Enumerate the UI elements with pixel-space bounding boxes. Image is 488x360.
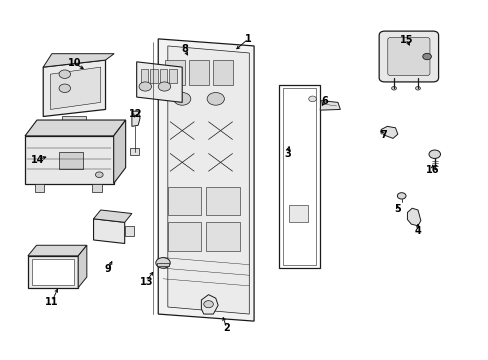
Circle shape — [59, 70, 70, 78]
Polygon shape — [206, 187, 239, 215]
Text: 6: 6 — [321, 96, 328, 106]
Circle shape — [139, 82, 151, 91]
Polygon shape — [407, 208, 420, 226]
Circle shape — [158, 82, 170, 91]
Text: 1: 1 — [244, 34, 251, 44]
Circle shape — [207, 93, 224, 105]
Polygon shape — [189, 60, 208, 85]
Polygon shape — [380, 126, 397, 138]
Polygon shape — [92, 184, 102, 192]
Polygon shape — [167, 46, 249, 314]
Text: 9: 9 — [104, 264, 111, 274]
Text: 4: 4 — [414, 226, 421, 236]
Polygon shape — [158, 39, 254, 321]
Polygon shape — [201, 294, 218, 314]
Polygon shape — [160, 69, 167, 83]
Polygon shape — [28, 245, 87, 256]
Polygon shape — [169, 69, 177, 83]
Polygon shape — [43, 54, 114, 67]
Text: 8: 8 — [181, 45, 188, 54]
Polygon shape — [165, 60, 184, 85]
Circle shape — [308, 96, 316, 102]
Circle shape — [391, 86, 396, 90]
Circle shape — [203, 301, 213, 308]
Polygon shape — [150, 69, 158, 83]
Text: 5: 5 — [394, 204, 401, 214]
Polygon shape — [50, 67, 101, 109]
Text: 11: 11 — [45, 297, 59, 307]
Polygon shape — [167, 222, 201, 251]
Text: 15: 15 — [399, 35, 412, 45]
FancyBboxPatch shape — [387, 37, 429, 76]
Polygon shape — [62, 117, 86, 123]
Polygon shape — [43, 60, 105, 117]
Polygon shape — [282, 88, 315, 265]
Polygon shape — [157, 263, 168, 266]
Polygon shape — [206, 222, 239, 251]
Circle shape — [422, 53, 430, 60]
Circle shape — [397, 193, 405, 199]
Polygon shape — [320, 100, 340, 110]
Text: 16: 16 — [425, 165, 439, 175]
Polygon shape — [25, 136, 113, 184]
Polygon shape — [132, 111, 140, 126]
Circle shape — [173, 93, 190, 105]
Polygon shape — [279, 85, 319, 268]
Text: 3: 3 — [284, 149, 290, 158]
Text: 12: 12 — [128, 109, 142, 119]
Text: 10: 10 — [67, 58, 81, 68]
Text: 13: 13 — [139, 276, 153, 287]
Text: 7: 7 — [379, 130, 386, 140]
Polygon shape — [288, 205, 307, 222]
Circle shape — [95, 172, 103, 177]
Polygon shape — [78, 245, 87, 288]
Circle shape — [415, 86, 420, 90]
Polygon shape — [213, 60, 232, 85]
Polygon shape — [140, 69, 148, 83]
Circle shape — [156, 258, 170, 268]
Text: 2: 2 — [223, 323, 230, 333]
Polygon shape — [93, 219, 124, 243]
Circle shape — [59, 84, 70, 93]
Polygon shape — [167, 187, 201, 215]
Circle shape — [428, 150, 440, 158]
Polygon shape — [93, 210, 132, 222]
Polygon shape — [25, 120, 125, 136]
Polygon shape — [130, 148, 139, 155]
FancyBboxPatch shape — [378, 31, 438, 82]
Polygon shape — [32, 259, 74, 285]
Polygon shape — [59, 152, 82, 170]
Text: 14: 14 — [31, 154, 44, 165]
Polygon shape — [113, 120, 125, 184]
Polygon shape — [35, 184, 44, 192]
Polygon shape — [137, 62, 182, 102]
Polygon shape — [28, 256, 78, 288]
Polygon shape — [124, 226, 134, 237]
